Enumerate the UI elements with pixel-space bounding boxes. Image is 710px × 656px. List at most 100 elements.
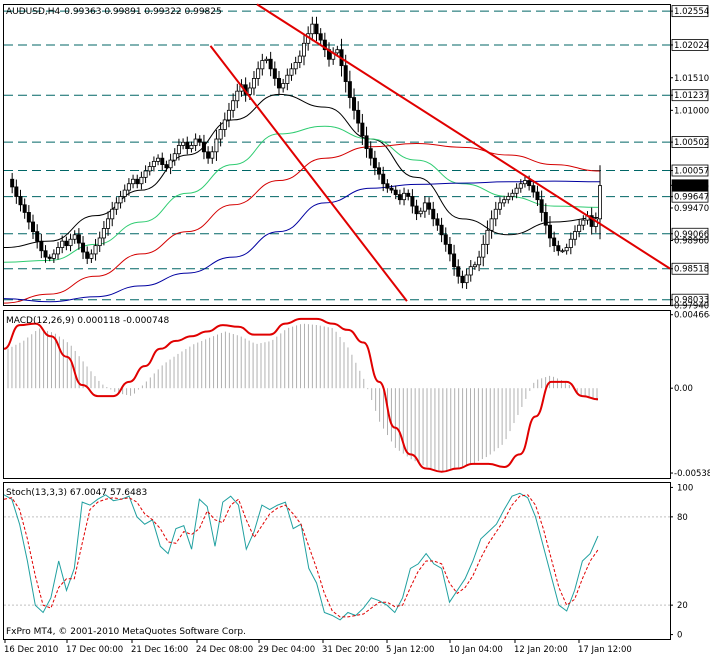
candle-body (506, 196, 511, 201)
time-tick-label: 21 Dec 16:00 (131, 645, 188, 655)
candle-body (260, 60, 265, 70)
price-title: AUDUSD,H4 0.99363 0.99891 0.99322 0.99825 (6, 7, 222, 17)
candle-body (131, 178, 136, 185)
moving-average-line (3, 180, 601, 303)
macd-signal-line (3, 317, 599, 473)
time-tick-label: 29 Dec 04:00 (258, 645, 315, 655)
candle-body (51, 253, 56, 259)
candle-body (14, 186, 19, 197)
candle-body (393, 189, 398, 195)
candle-body (535, 191, 540, 201)
stoch-tick-label: 100 (677, 483, 693, 493)
candle-body (427, 202, 432, 210)
price-tick-label: 0.98960 (674, 237, 709, 247)
price-tick-label: 0.97940 (674, 302, 709, 312)
candle-body (598, 185, 603, 220)
price-tick-label: 0.98518 (674, 265, 709, 275)
candle-body (31, 221, 36, 232)
candle-body (206, 151, 211, 159)
time-tick-label: 12 Jan 20:00 (514, 645, 568, 655)
candle-body (251, 78, 256, 89)
candle-body (385, 183, 390, 189)
watermark: FxPro MT4, © 2001-2010 MetaQuotes Softwa… (6, 627, 246, 637)
candle-body (406, 192, 411, 197)
trendline (209, 45, 408, 302)
time-tick-label: 5 Jan 12:00 (386, 645, 434, 655)
stochastic-lines (3, 492, 670, 621)
candle-body (439, 224, 444, 236)
candle-body (264, 58, 269, 61)
candle-body (589, 215, 594, 227)
macd-panel-frame (3, 310, 671, 479)
price-tick-label: 1.02554 (674, 7, 709, 17)
candle-body (110, 208, 115, 220)
candle-body (460, 275, 465, 284)
candle-body (89, 253, 94, 259)
candle-body (468, 266, 473, 276)
candle-body (35, 231, 40, 242)
candle-body (289, 68, 294, 76)
candle-body (297, 55, 302, 63)
price-tick-label: 1.02024 (674, 41, 709, 51)
stoch-signal-line (3, 494, 599, 618)
candle-body (314, 23, 319, 35)
candle-body (72, 234, 77, 240)
time-axis: 16 Dec 2010 17 Dec 00:00 21 Dec 16:00 24 De… (4, 639, 632, 655)
candle-body (226, 109, 231, 121)
candle-body (377, 167, 382, 175)
price-tick-label: 1.01510 (674, 74, 709, 84)
stoch-tick-label: 0 (677, 631, 682, 641)
candle-body (276, 78, 281, 89)
price-tick-label: 1.01000 (674, 106, 709, 116)
candle-body (172, 153, 177, 161)
candle-body (151, 160, 156, 167)
candle-body (47, 256, 52, 259)
candle-body (452, 253, 457, 268)
candle-body (39, 240, 44, 252)
candle-body (285, 74, 290, 84)
candle-body (210, 151, 215, 159)
candle-body (93, 245, 98, 255)
candle-body (126, 183, 131, 191)
price-tick-label: 0.99825 (674, 181, 709, 191)
candle-body (101, 228, 106, 239)
candle-body (435, 218, 440, 226)
candle-body (368, 148, 373, 159)
candle-body (443, 234, 448, 245)
candle-body (414, 205, 419, 215)
candle-body (64, 240, 69, 247)
candle-body (22, 204, 27, 213)
candle-body (85, 251, 90, 259)
candles (10, 16, 603, 289)
candle-body (539, 199, 544, 213)
candle-body (197, 138, 202, 143)
candle-body (485, 229, 490, 245)
candle-body (568, 238, 573, 248)
candle-body (389, 187, 394, 191)
candle-body (26, 212, 31, 223)
macd-axis: 0.004664 0.00 -0.005385 (670, 311, 710, 479)
candle-body (502, 199, 507, 204)
candle-body (281, 83, 286, 89)
candle-body (56, 247, 61, 255)
candle-body (472, 264, 477, 268)
candle-body (477, 256, 482, 266)
candle-body (147, 166, 152, 172)
time-tick-label: 10 Jan 04:00 (449, 645, 503, 655)
candle-body (343, 65, 348, 82)
candle-body (372, 157, 377, 169)
candle-body (352, 97, 357, 111)
time-tick-label: 17 Dec 00:00 (66, 645, 123, 655)
price-tick-label: 0.99066 (674, 230, 709, 240)
candle-body (397, 194, 402, 201)
candle-body (185, 141, 190, 150)
candle-body (497, 202, 502, 210)
candle-body (168, 159, 173, 169)
candle-body (76, 234, 81, 244)
price-tick-label: 1.00502 (674, 138, 709, 148)
candle-body (322, 39, 327, 51)
candle-body (564, 247, 569, 252)
moving-average-line (3, 125, 601, 263)
candle-body (114, 202, 119, 210)
candle-body (522, 180, 527, 185)
